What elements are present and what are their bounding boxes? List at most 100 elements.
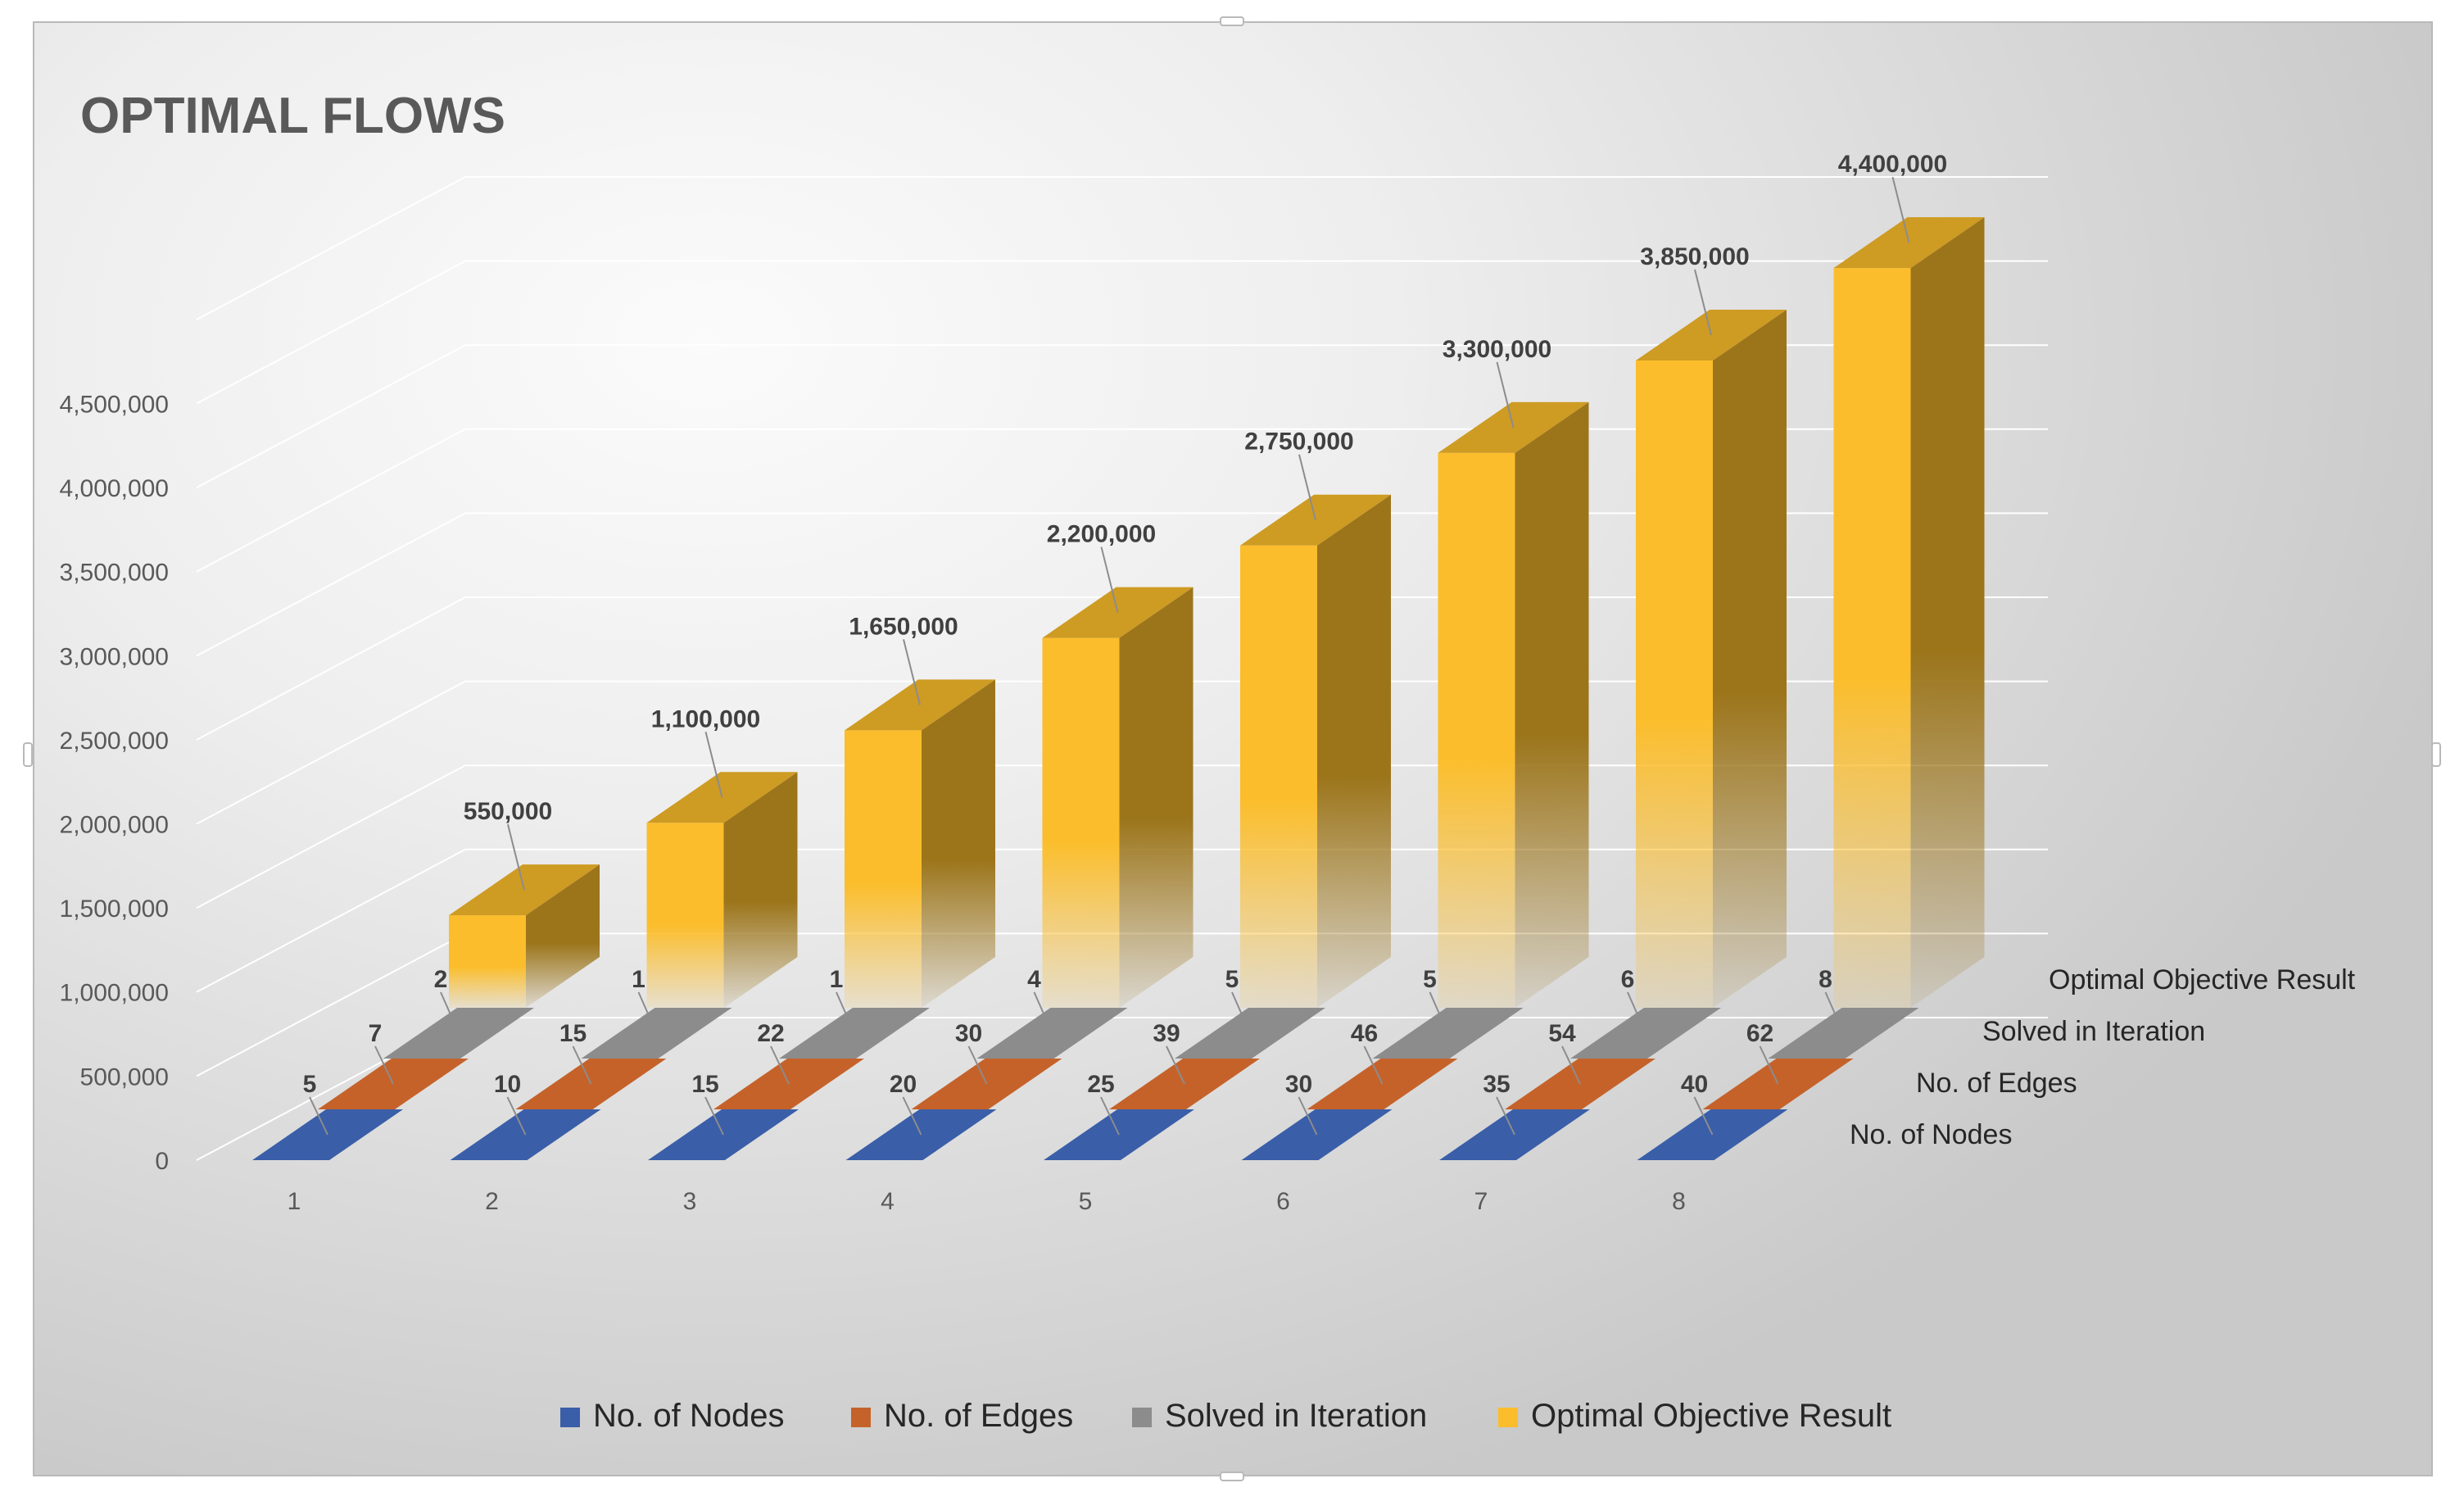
bar-floor-tile[interactable] [845, 1109, 997, 1160]
data-label-leader [1429, 991, 1449, 1034]
legend-item-no-of-edges[interactable]: No. of Edges [851, 1398, 1073, 1434]
bar-solved-in-iteration-5[interactable] [1175, 1008, 1325, 1059]
bar-no-of-edges-3[interactable] [713, 1059, 864, 1109]
bar-optimal-objective-result-4[interactable] [1042, 587, 1194, 1008]
bar-solved-in-iteration-8[interactable] [1768, 1008, 1919, 1059]
legend-item-optimal-objective-result[interactable]: Optimal Objective Result [1498, 1398, 1891, 1434]
data-label-leader [704, 732, 723, 798]
bar-front-face[interactable] [845, 730, 922, 1008]
bar-floor-tile[interactable] [1241, 1109, 1393, 1160]
bar-floor-tile[interactable] [911, 1059, 1062, 1109]
bar-floor-tile[interactable] [1175, 1008, 1325, 1059]
bar-floor-tile[interactable] [450, 1109, 601, 1160]
chart-area[interactable] [33, 21, 2433, 1476]
bar-floor-tile[interactable] [581, 1008, 732, 1059]
x-tick-label: 4 [881, 1188, 895, 1215]
resize-handle-right[interactable] [2431, 742, 2441, 767]
y-tick-label: 3,000,000 [60, 643, 169, 670]
bar-side-face[interactable] [526, 864, 600, 1008]
bar-no-of-edges-8[interactable] [1702, 1059, 1854, 1109]
bar-front-face[interactable] [1240, 545, 1317, 1008]
bar-floor-tile[interactable] [515, 1059, 667, 1109]
bar-no-of-edges-1[interactable] [318, 1059, 469, 1109]
bar-optimal-objective-result-7[interactable] [1636, 310, 1787, 1008]
bar-no-of-edges-6[interactable] [1307, 1059, 1458, 1109]
bar-optimal-objective-result-1[interactable] [449, 864, 600, 1008]
bar-solved-in-iteration-3[interactable] [779, 1008, 930, 1059]
bar-no-of-nodes-1[interactable] [252, 1109, 403, 1160]
bar-no-of-nodes-3[interactable] [648, 1109, 799, 1160]
bar-side-face[interactable] [1713, 310, 1787, 1008]
bar-side-face[interactable] [723, 772, 798, 1008]
bar-floor-tile[interactable] [1044, 1109, 1194, 1160]
resize-handle-top[interactable] [1220, 16, 1244, 26]
bar-floor-tile[interactable] [1439, 1109, 1590, 1160]
data-label: 1,650,000 [849, 613, 958, 640]
bar-top-face[interactable] [1636, 310, 1787, 361]
bar-front-face[interactable] [1636, 361, 1713, 1008]
bar-solved-in-iteration-1[interactable] [383, 1008, 534, 1059]
x-tick-label: 2 [485, 1188, 499, 1215]
bar-front-face[interactable] [449, 915, 526, 1008]
bar-floor-tile[interactable] [1109, 1059, 1260, 1109]
bar-no-of-edges-7[interactable] [1505, 1059, 1656, 1109]
bar-side-face[interactable] [1515, 401, 1589, 1008]
bar-floor-tile[interactable] [318, 1059, 469, 1109]
bar-no-of-nodes-6[interactable] [1241, 1109, 1393, 1160]
bar-optimal-objective-result-2[interactable] [646, 772, 798, 1008]
gridline-side [196, 512, 466, 657]
bar-optimal-objective-result-6[interactable] [1438, 401, 1589, 1008]
bar-floor-tile[interactable] [252, 1109, 403, 1160]
bar-floor-tile[interactable] [1768, 1008, 1919, 1059]
bar-floor-tile[interactable] [976, 1008, 1128, 1059]
bar-no-of-edges-2[interactable] [515, 1059, 667, 1109]
legend-item-solved-in-iteration[interactable]: Solved in Iteration [1132, 1398, 1427, 1434]
bar-floor-tile[interactable] [1702, 1059, 1854, 1109]
resize-handle-left[interactable] [23, 742, 33, 767]
bar-no-of-nodes-2[interactable] [450, 1109, 601, 1160]
bar-floor-tile[interactable] [779, 1008, 930, 1059]
bar-solved-in-iteration-4[interactable] [976, 1008, 1128, 1059]
bar-front-face[interactable] [1833, 268, 1911, 1009]
bar-floor-tile[interactable] [1637, 1109, 1788, 1160]
bar-no-of-nodes-5[interactable] [1044, 1109, 1194, 1160]
bar-floor-tile[interactable] [1372, 1008, 1524, 1059]
bar-optimal-objective-result-8[interactable] [1833, 217, 1985, 1009]
bar-floor-tile[interactable] [713, 1059, 864, 1109]
gridline-side [196, 260, 466, 405]
bar-no-of-nodes-7[interactable] [1439, 1109, 1590, 1160]
bar-no-of-edges-5[interactable] [1109, 1059, 1260, 1109]
bar-top-face[interactable] [646, 772, 798, 823]
bar-solved-in-iteration-2[interactable] [581, 1008, 732, 1059]
bar-side-face[interactable] [922, 679, 995, 1008]
bar-side-face[interactable] [1910, 217, 1985, 1009]
bar-optimal-objective-result-5[interactable] [1240, 494, 1391, 1008]
x-tick-label: 3 [683, 1188, 697, 1215]
bar-front-face[interactable] [1042, 637, 1120, 1008]
bar-no-of-nodes-8[interactable] [1637, 1109, 1788, 1160]
bar-optimal-objective-result-3[interactable] [845, 679, 995, 1008]
y-tick-label: 1,500,000 [60, 896, 169, 923]
bar-front-face[interactable] [646, 823, 724, 1008]
bar-floor-tile[interactable] [1307, 1059, 1458, 1109]
bar-solved-in-iteration-6[interactable] [1372, 1008, 1524, 1059]
bar-no-of-nodes-4[interactable] [845, 1109, 997, 1160]
bar-floor-tile[interactable] [1570, 1008, 1721, 1059]
resize-handle-bottom[interactable] [1220, 1472, 1244, 1481]
bar-no-of-edges-4[interactable] [911, 1059, 1062, 1109]
bar-side-face[interactable] [1317, 494, 1391, 1008]
gridline-side [196, 428, 466, 573]
bar-floor-tile[interactable] [383, 1008, 534, 1059]
bar-floor-tile[interactable] [1505, 1059, 1656, 1109]
bar-side-face[interactable] [1119, 587, 1194, 1008]
data-label-leader [1693, 1096, 1714, 1136]
bar-front-face[interactable] [1438, 452, 1515, 1008]
bar-floor-tile[interactable] [648, 1109, 799, 1160]
bar-top-face[interactable] [1042, 587, 1194, 638]
bar-solved-in-iteration-7[interactable] [1570, 1008, 1721, 1059]
data-label-leader [440, 991, 460, 1034]
x-tick-label: 1 [288, 1188, 301, 1215]
y-tick-label: 0 [155, 1148, 169, 1175]
legend-label: No. of Edges [884, 1398, 1073, 1434]
legend-item-no-of-nodes[interactable]: No. of Nodes [560, 1398, 784, 1434]
